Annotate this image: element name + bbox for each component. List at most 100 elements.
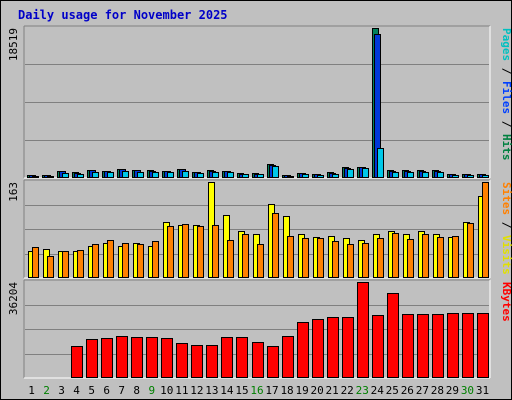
bar-hits-pages-day-21 (332, 174, 339, 178)
bar-kbytes-kbytes-day-21 (327, 317, 339, 378)
bar-kbytes-kbytes-day-12 (191, 345, 203, 378)
x-tick-label: 21 (326, 384, 339, 397)
bar-hits-pages-day-16 (257, 174, 264, 178)
bar-kbytes-kbytes-day-5 (86, 339, 98, 378)
x-tick-label: 12 (190, 384, 203, 397)
bar-visits-sites-day-20 (317, 238, 324, 278)
bar-visits-sites-day-3 (62, 251, 69, 278)
x-tick-label: 1 (28, 384, 35, 397)
bar-visits-sites-day-2 (47, 256, 54, 278)
x-tick-label: 4 (73, 384, 80, 397)
x-tick-label: 30 (461, 384, 474, 397)
bar-kbytes-kbytes-day-27 (417, 314, 429, 378)
x-tick-label: 22 (341, 384, 354, 397)
bar-visits-sites-day-11 (182, 224, 189, 278)
bar-hits-pages-day-14 (227, 172, 234, 178)
x-tick-label: 8 (133, 384, 140, 397)
panel-kbytes-series-title: KBytes (500, 282, 512, 322)
x-tick-label: 2 (43, 384, 50, 397)
bar-hits-pages-day-7 (122, 171, 129, 178)
bar-visits-sites-day-15 (242, 234, 249, 278)
bar-visits-sites-day-26 (407, 239, 414, 278)
bar-visits-sites-day-14 (227, 240, 234, 278)
bar-visits-sites-day-22 (347, 244, 354, 278)
bar-hits-pages-day-27 (422, 172, 429, 178)
bar-kbytes-kbytes-day-16 (252, 342, 264, 378)
x-tick-label: 13 (205, 384, 218, 397)
x-tick-label: 3 (58, 384, 65, 397)
bar-hits-pages-day-29 (452, 175, 459, 178)
bar-hits-pages-day-31 (482, 175, 489, 178)
bar-visits-sites-day-10 (167, 226, 174, 278)
bar-kbytes-kbytes-day-11 (176, 343, 188, 378)
bar-hits-pages-day-20 (317, 175, 324, 178)
x-tick-label: 9 (148, 384, 155, 397)
bar-hits-pages-day-24 (377, 148, 384, 178)
panel-visits-max-label: 163 (7, 182, 20, 202)
bar-hits-pages-day-22 (347, 169, 354, 178)
bar-visits-sites-day-30 (467, 223, 474, 278)
bar-visits-sites-day-5 (92, 244, 99, 278)
series-title-part: Pages (500, 28, 512, 61)
x-tick-label: 20 (311, 384, 324, 397)
bar-visits-sites-day-29 (452, 236, 459, 278)
bar-kbytes-kbytes-day-10 (161, 338, 173, 378)
bar-hits-pages-day-30 (467, 175, 474, 178)
x-tick-label: 17 (265, 384, 278, 397)
bar-kbytes-kbytes-day-25 (387, 293, 399, 378)
bar-visits-sites-day-7 (122, 243, 129, 278)
chart-title: Daily usage for November 2025 (18, 8, 228, 22)
bar-hits-pages-day-25 (392, 172, 399, 178)
bar-kbytes-kbytes-day-8 (131, 337, 143, 378)
bar-hits-pages-day-13 (212, 172, 219, 178)
bar-hits-pages-day-23 (362, 168, 369, 178)
x-tick-label: 18 (280, 384, 293, 397)
series-title-part: / (500, 114, 512, 134)
panel-visits-series-title: Sites / Visits (500, 182, 512, 275)
panel-hits-series-title: Pages / Files / Hits (500, 28, 512, 161)
bar-hits-pages-day-5 (92, 172, 99, 178)
bar-kbytes-kbytes-day-30 (462, 313, 474, 378)
series-title-part: Files (500, 81, 512, 114)
series-title-part: Visits (500, 235, 512, 275)
bar-visits-sites-day-16 (257, 244, 264, 278)
bar-hits-pages-day-9 (152, 172, 159, 178)
x-tick-label: 25 (386, 384, 399, 397)
x-tick-label: 10 (160, 384, 173, 397)
bar-kbytes-kbytes-day-28 (432, 314, 444, 378)
bar-kbytes-kbytes-day-14 (221, 337, 233, 378)
bar-kbytes-kbytes-day-13 (206, 345, 218, 378)
x-tick-label: 14 (220, 384, 234, 397)
bar-kbytes-kbytes-day-22 (342, 317, 354, 378)
bar-visits-sites-day-23 (362, 243, 369, 278)
bar-kbytes-kbytes-day-26 (402, 314, 414, 378)
x-tick-label: 16 (250, 384, 263, 397)
bar-hits-pages-day-1 (32, 176, 39, 178)
bar-visits-sites-day-24 (377, 238, 384, 278)
bar-kbytes-kbytes-day-4 (71, 346, 83, 378)
bar-kbytes-kbytes-day-17 (267, 346, 279, 378)
bar-hits-pages-day-19 (302, 174, 309, 178)
bar-kbytes-kbytes-day-18 (282, 336, 294, 378)
bar-visits-sites-day-28 (437, 237, 444, 278)
bar-visits-sites-day-18 (287, 236, 294, 278)
bar-hits-pages-day-17 (272, 166, 279, 178)
panel-kbytes-max-label: 36204 (7, 282, 20, 315)
bar-kbytes-kbytes-day-24 (372, 315, 384, 378)
bar-visits-sites-day-1 (32, 247, 39, 278)
panel-hits-max-label: 18519 (7, 28, 20, 61)
x-tick-label: 28 (431, 384, 444, 397)
bar-hits-pages-day-4 (77, 174, 84, 178)
series-title-part: Hits (500, 134, 512, 161)
x-tick-label: 26 (401, 384, 414, 397)
x-tick-label: 23 (356, 384, 369, 397)
bar-hits-pages-day-18 (287, 176, 294, 178)
bar-visits-sites-day-27 (422, 234, 429, 278)
bar-visits-sites-day-8 (137, 244, 144, 278)
bar-hits-pages-day-28 (437, 172, 444, 178)
bar-visits-sites-day-25 (392, 233, 399, 278)
bar-hits-pages-day-12 (197, 173, 204, 178)
bar-visits-sites-day-6 (107, 240, 114, 278)
bar-visits-sites-day-21 (332, 241, 339, 278)
bar-hits-pages-day-3 (62, 173, 69, 178)
